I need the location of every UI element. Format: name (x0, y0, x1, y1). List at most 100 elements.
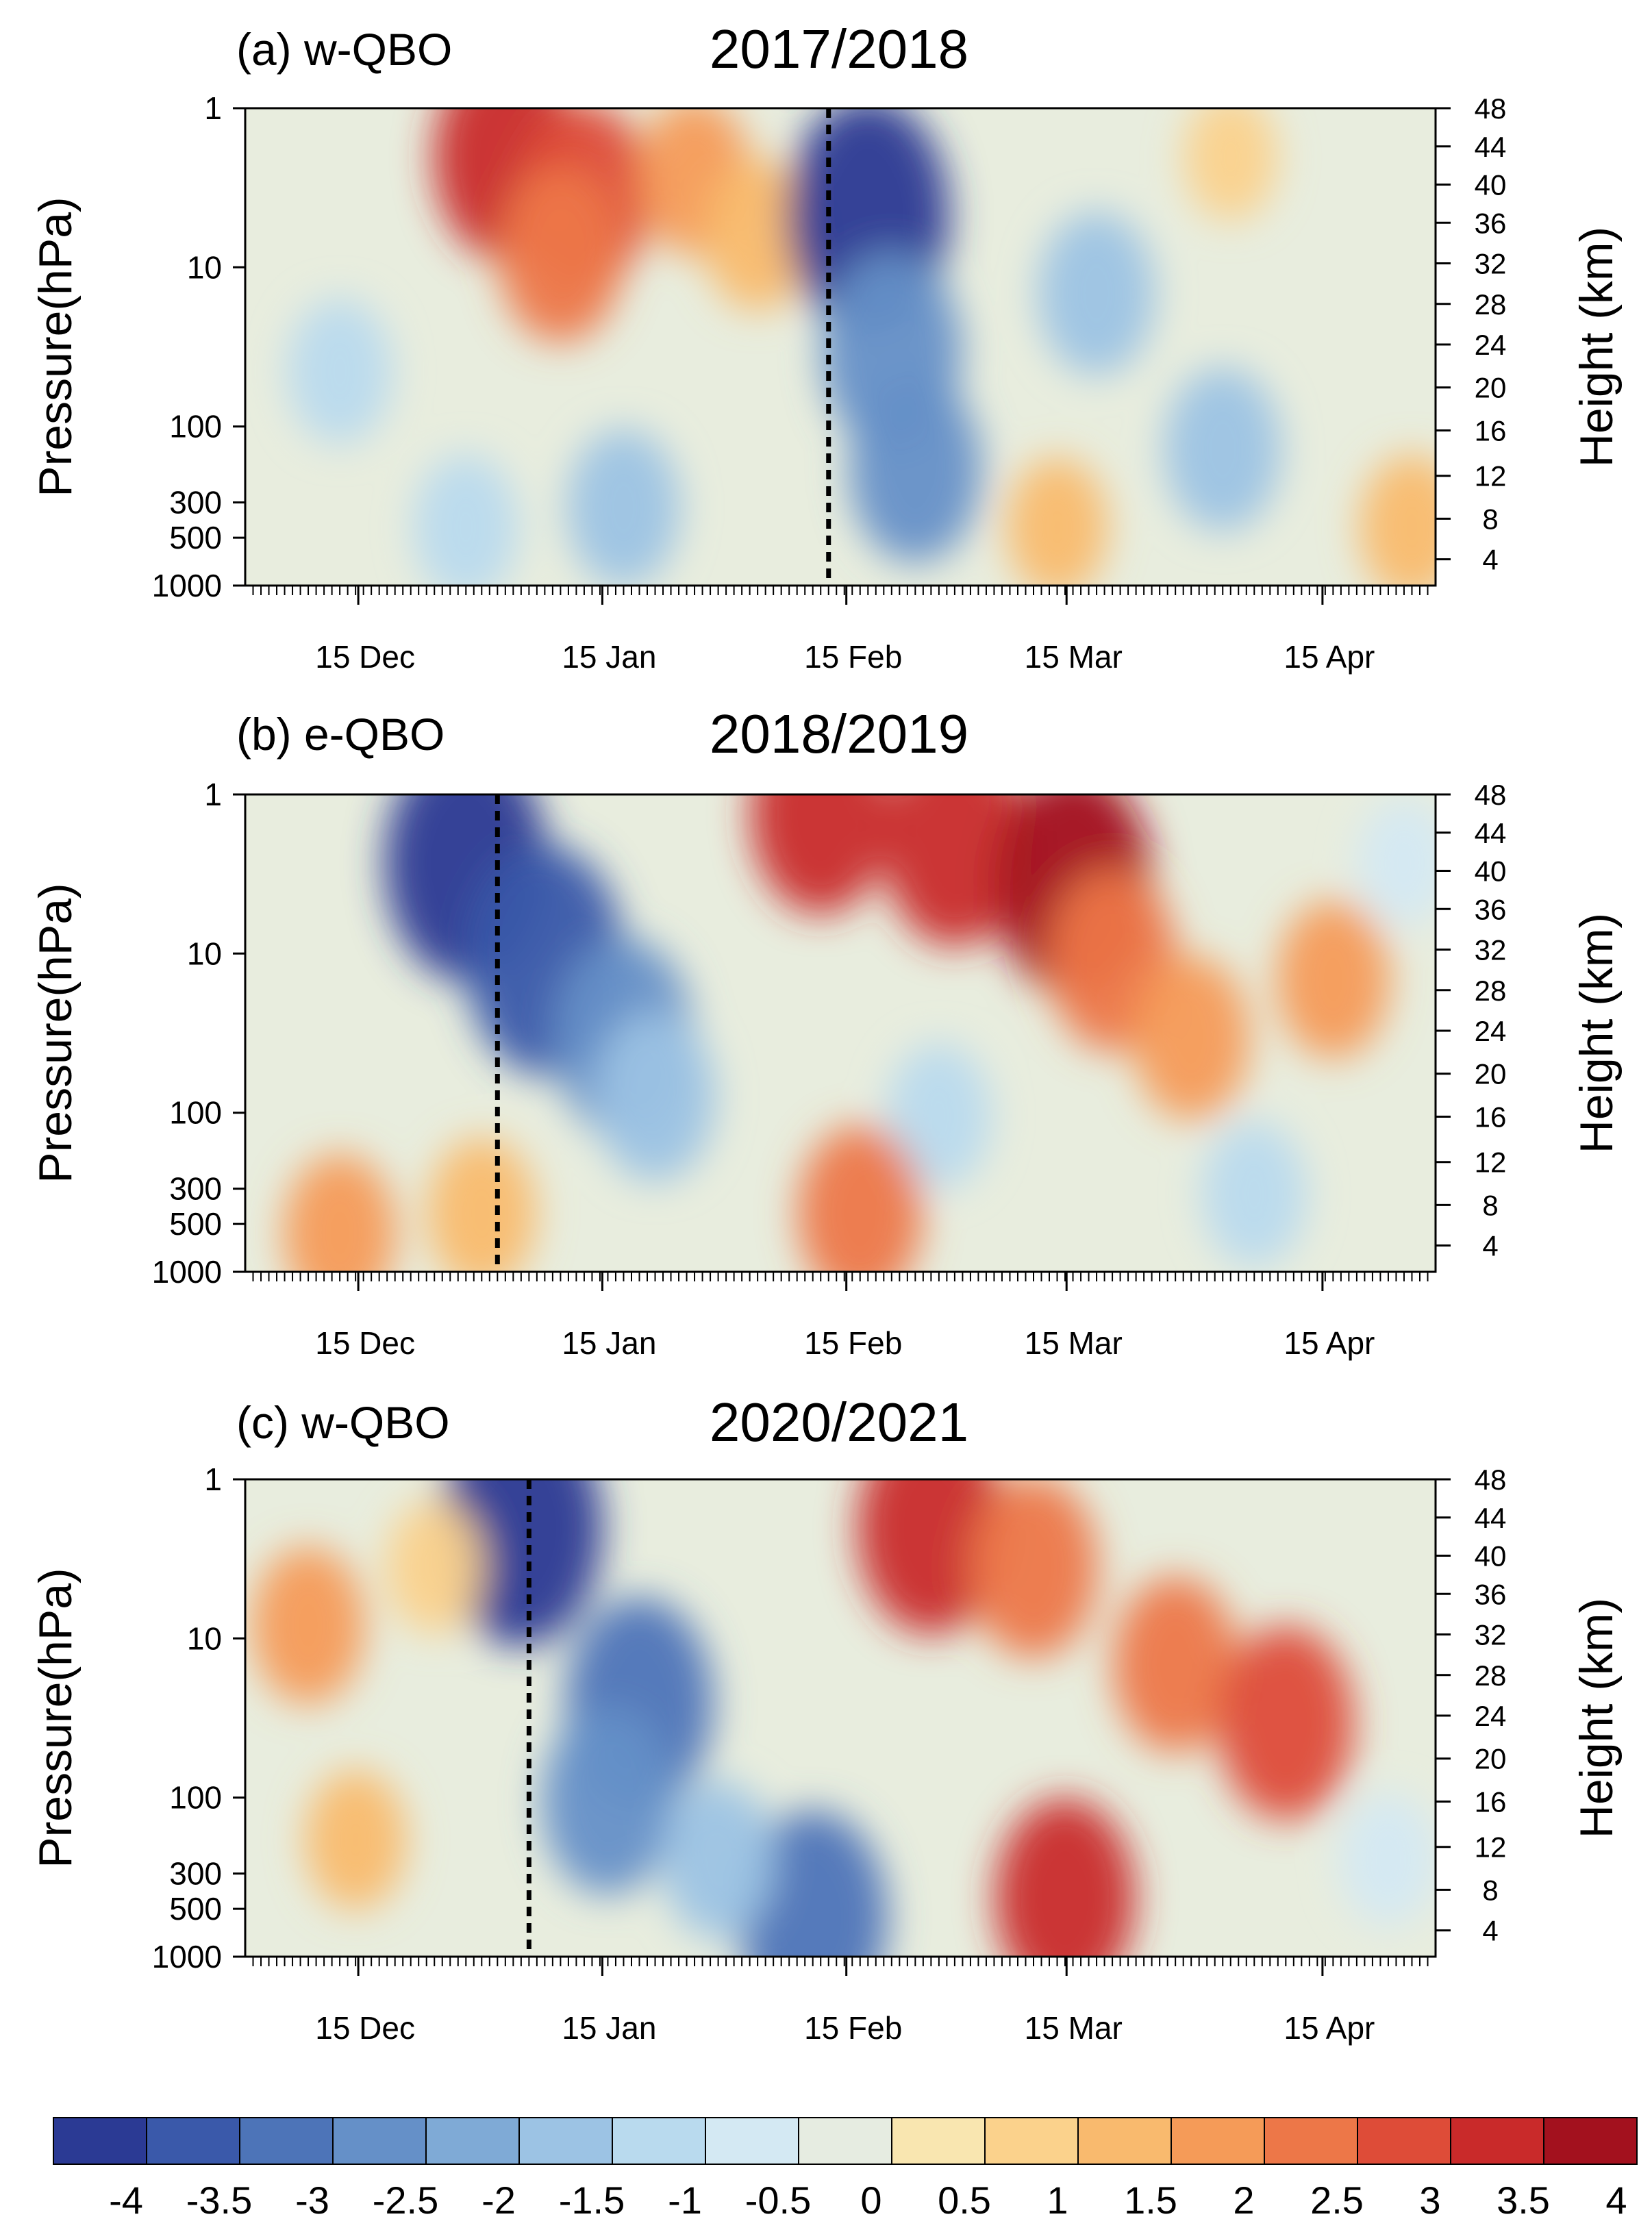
pressure-tick-label: 500 (169, 1891, 222, 1927)
height-tick-label: 16 (1475, 414, 1507, 447)
field-anomaly-center (857, 1479, 1005, 1634)
pressure-tick-label: 1 (204, 777, 222, 812)
height-tick-label: 8 (1482, 503, 1498, 535)
pressure-tick-label: 100 (169, 1780, 222, 1816)
field-anomaly-center (1164, 367, 1281, 531)
y2-axis-title: Height (km) (1570, 227, 1623, 467)
panel-title: 2017/2018 (710, 18, 968, 79)
height-tick-label: 28 (1475, 288, 1507, 321)
colorbar-box (239, 2117, 334, 2165)
colorbar-tick-label: 4 (1605, 2179, 1627, 2222)
month-tick-label: 15 Jan (562, 1325, 656, 1361)
height-tick-label: 24 (1475, 329, 1507, 361)
height-tick-label: 24 (1475, 1015, 1507, 1047)
height-tick-label: 8 (1482, 1189, 1498, 1221)
colorbar-box (1264, 2117, 1358, 2165)
colorbar-box (1171, 2117, 1265, 2165)
month-tick-label: 15 Dec (315, 1325, 415, 1361)
height-tick-label: 4 (1482, 544, 1498, 576)
colorbar-tick-label: 3.5 (1497, 2179, 1550, 2222)
colorbar-box (518, 2117, 613, 2165)
colorbar-tick-label: 0 (860, 2179, 881, 2222)
colorbar-box (612, 2117, 706, 2165)
colorbar-box (1357, 2117, 1451, 2165)
height-tick-label: 48 (1475, 92, 1507, 125)
colorbar-tick-label: -0.5 (745, 2179, 812, 2222)
height-tick-label: 20 (1475, 1058, 1507, 1090)
height-tick-label: 40 (1475, 169, 1507, 201)
pressure-tick-label: 300 (169, 1171, 222, 1207)
field-anomaly-center (427, 1137, 536, 1272)
month-tick-label: 15 Jan (562, 639, 656, 675)
month-tick-label: 15 Apr (1284, 1325, 1375, 1361)
colorbar-tick-label: 2 (1233, 2179, 1254, 2222)
pressure-tick-label: 500 (169, 520, 222, 555)
height-tick-label: 24 (1475, 1700, 1507, 1732)
field-anomaly-center (662, 1780, 775, 1938)
month-tick-label: 15 Mar (1025, 2010, 1123, 2046)
pressure-tick-label: 1000 (152, 1254, 222, 1290)
colorbar-box (891, 2117, 986, 2165)
month-tick-label: 15 Apr (1284, 639, 1375, 675)
field-anomaly-center (886, 1043, 992, 1189)
panel-label: (a) w-QBO (236, 24, 452, 75)
field-anomaly-center (305, 1770, 407, 1910)
field-anomaly-center (703, 159, 812, 311)
height-tick-label: 4 (1482, 1915, 1498, 1947)
y-axis-title: Pressure(hPa) (29, 197, 82, 497)
field-anomaly-center (1201, 1120, 1307, 1267)
pressure-tick-label: 1 (204, 90, 222, 126)
field-anomaly-center (1339, 1792, 1436, 1927)
height-tick-label: 20 (1475, 1743, 1507, 1775)
height-tick-label: 4 (1482, 1230, 1498, 1262)
field-anomaly-center (498, 166, 623, 342)
field-anomaly-center (883, 794, 1027, 946)
plot-frame (244, 793, 1437, 1273)
height-tick-label: 12 (1475, 1146, 1507, 1179)
colorbar-tick-label: -2.5 (373, 2179, 439, 2222)
field-anomaly-center (738, 1810, 888, 1957)
field-anomaly-center (1276, 901, 1390, 1059)
field-area (245, 1479, 1436, 1957)
field-anomaly-center (1184, 108, 1278, 221)
colorbar-tick-label: -3 (295, 2179, 329, 2222)
y2-axis-title: Height (km) (1570, 1598, 1623, 1838)
colorbar-tick-label: 1.5 (1124, 2179, 1177, 2222)
field-anomaly-center (386, 1500, 484, 1634)
field-anomaly-center (440, 1479, 603, 1646)
colorbar-tick-label: -4 (109, 2179, 143, 2222)
field-anomaly-center (251, 1546, 365, 1705)
pressure-tick-label: 300 (169, 1856, 222, 1892)
height-tick-label: 48 (1475, 779, 1507, 811)
height-tick-label: 8 (1482, 1874, 1498, 1906)
colorbar-tick-label: -1 (668, 2179, 702, 2222)
height-tick-label: 36 (1475, 207, 1507, 239)
month-tick-label: 15 Mar (1025, 639, 1123, 675)
colorbar-tick-label: 2.5 (1310, 2179, 1364, 2222)
colorbar-box (425, 2117, 520, 2165)
height-tick-label: 40 (1475, 855, 1507, 888)
field-anomaly-center (995, 1798, 1136, 1957)
colorbar-box (332, 2117, 427, 2165)
y2-axis-title: Height (km) (1570, 913, 1623, 1153)
height-tick-label: 48 (1475, 1464, 1507, 1496)
field-anomaly-center (567, 429, 680, 586)
plot-frame (244, 1478, 1437, 1958)
field-anomaly-center (413, 454, 519, 586)
pressure-tick-label: 100 (169, 1095, 222, 1131)
height-tick-label: 40 (1475, 1540, 1507, 1572)
colorbar-tick-label: 0.5 (938, 2179, 991, 2222)
field-anomaly-center (1132, 956, 1250, 1120)
height-tick-label: 36 (1475, 893, 1507, 925)
panel-title: 2020/2021 (710, 1392, 968, 1453)
colorbar-box (1450, 2117, 1544, 2165)
colorbar-tick-label: -1.5 (559, 2179, 625, 2222)
colorbar-tick-label: -3.5 (186, 2179, 253, 2222)
month-tick-label: 15 Mar (1025, 1325, 1123, 1361)
colorbar-box (53, 2117, 147, 2165)
colorbar-box (705, 2117, 799, 2165)
month-tick-label: 15 Apr (1284, 2010, 1375, 2046)
